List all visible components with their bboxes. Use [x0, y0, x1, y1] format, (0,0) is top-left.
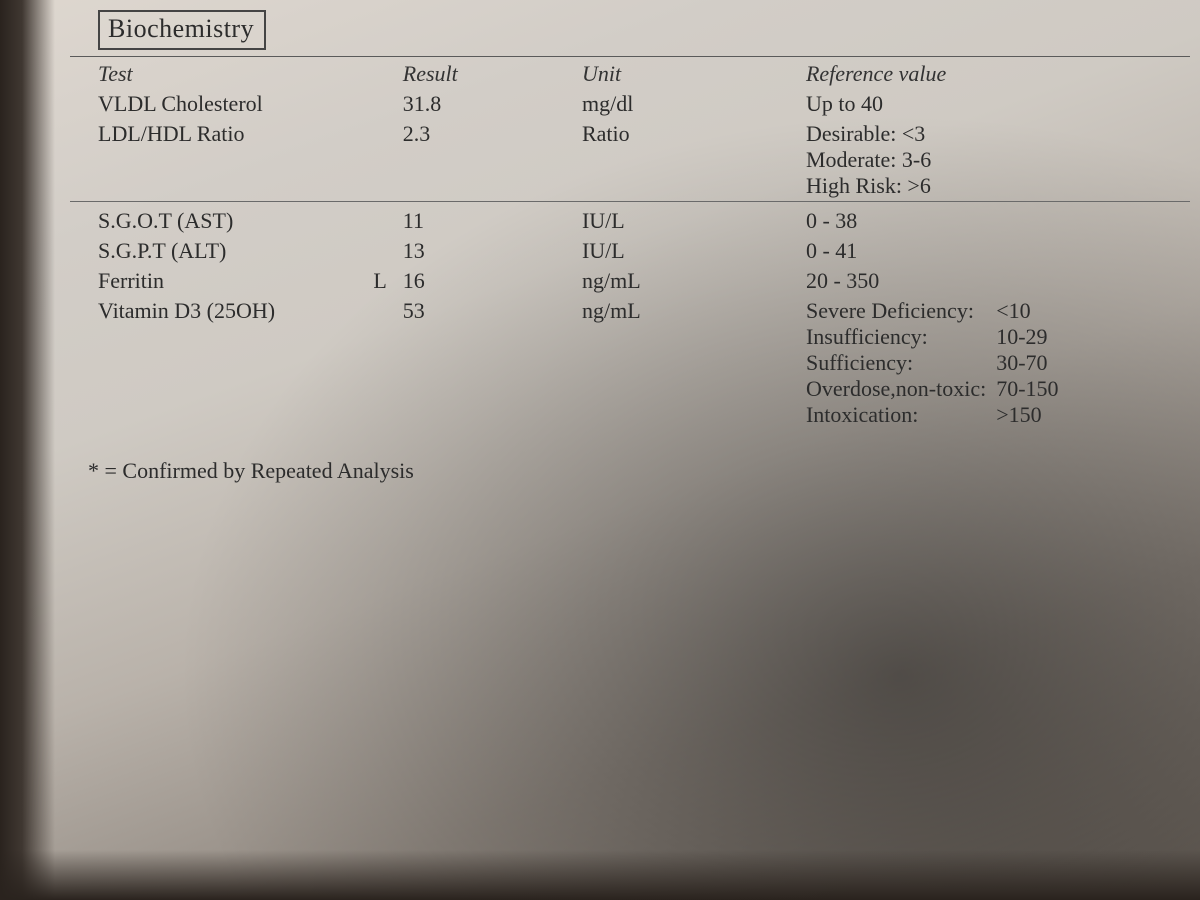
- reference-subrow: Intoxication:>150: [806, 402, 1069, 428]
- cell-flag: L: [361, 266, 395, 296]
- table-row: FerritinL16ng/mL20 - 350: [70, 266, 1190, 296]
- cell-test: S.G.P.T (ALT): [70, 236, 361, 266]
- col-header-flag: [361, 57, 395, 90]
- cell-test: Vitamin D3 (25OH): [70, 296, 361, 430]
- table-row: LDL/HDL Ratio 2.3RatioDesirable: <3 Moder…: [70, 119, 1190, 202]
- section-title: Biochemistry: [98, 10, 266, 50]
- cell-reference: Desirable: <3 Moderate: 3-6 High Risk: >…: [798, 119, 1190, 202]
- edge-shadow-left: [0, 0, 55, 900]
- reference-subrow: Insufficiency:10-29: [806, 324, 1069, 350]
- reference-value: 70-150: [996, 376, 1068, 402]
- cell-unit: ng/mL: [574, 296, 798, 430]
- reference-subrow: Overdose,non-toxic:70-150: [806, 376, 1069, 402]
- cell-flag: [361, 119, 395, 202]
- cell-test: S.G.O.T (AST): [70, 202, 361, 237]
- col-header-test: Test: [70, 57, 361, 90]
- col-header-unit: Unit: [574, 57, 798, 90]
- footnote: * = Confirmed by Repeated Analysis: [88, 458, 1190, 484]
- table-body: VLDL Cholesterol31.8mg/dlUp to 40LDL/HDL…: [70, 89, 1190, 430]
- reference-label: Sufficiency:: [806, 350, 996, 376]
- table-header-row: Test Result Unit Reference value: [70, 57, 1190, 90]
- reference-value: >150: [996, 402, 1068, 428]
- cell-flag: [361, 296, 395, 430]
- edge-shadow-bottom: [0, 850, 1200, 900]
- cell-result: 53: [395, 296, 574, 430]
- table-row: S.G.O.T (AST) 11IU/L0 - 38: [70, 202, 1190, 237]
- cell-unit: Ratio: [574, 119, 798, 202]
- cell-reference: Up to 40: [798, 89, 1190, 119]
- cell-result: 16: [395, 266, 574, 296]
- cell-test: LDL/HDL Ratio: [70, 119, 361, 202]
- cell-result: 31.8: [395, 89, 574, 119]
- lab-report-sheet: Biochemistry Test Result Unit Reference …: [70, 0, 1190, 484]
- reference-value: <10: [996, 298, 1068, 324]
- col-header-result: Result: [395, 57, 574, 90]
- cell-reference: Severe Deficiency:<10Insufficiency:10-29…: [798, 296, 1190, 430]
- cell-result: 11: [395, 202, 574, 237]
- cell-flag: [361, 202, 395, 237]
- reference-subrow: Sufficiency:30-70: [806, 350, 1069, 376]
- cell-test: VLDL Cholesterol: [70, 89, 361, 119]
- cell-flag: [361, 236, 395, 266]
- reference-label: Intoxication:: [806, 402, 996, 428]
- col-header-reference: Reference value: [798, 57, 1190, 90]
- cell-reference: 0 - 41: [798, 236, 1190, 266]
- cell-test: Ferritin: [70, 266, 361, 296]
- cell-unit: mg/dl: [574, 89, 798, 119]
- reference-subtable: Severe Deficiency:<10Insufficiency:10-29…: [806, 298, 1069, 428]
- reference-label: Overdose,non-toxic:: [806, 376, 996, 402]
- table-row: VLDL Cholesterol 31.8mg/dlUp to 40: [70, 89, 1190, 119]
- cell-flag: [361, 89, 395, 119]
- reference-label: Insufficiency:: [806, 324, 996, 350]
- reference-value: 10-29: [996, 324, 1068, 350]
- reference-value: 30-70: [996, 350, 1068, 376]
- biochemistry-table: Test Result Unit Reference value VLDL Ch…: [70, 56, 1190, 430]
- cell-reference: 0 - 38: [798, 202, 1190, 237]
- cell-unit: IU/L: [574, 202, 798, 237]
- table-row: S.G.P.T (ALT) 13IU/L0 - 41: [70, 236, 1190, 266]
- cell-unit: IU/L: [574, 236, 798, 266]
- cell-reference: 20 - 350: [798, 266, 1190, 296]
- cell-unit: ng/mL: [574, 266, 798, 296]
- reference-subrow: Severe Deficiency:<10: [806, 298, 1069, 324]
- cell-result: 13: [395, 236, 574, 266]
- table-row: Vitamin D3 (25OH)53ng/mLSevere Deficienc…: [70, 296, 1190, 430]
- cell-result: 2.3: [395, 119, 574, 202]
- reference-label: Severe Deficiency:: [806, 298, 996, 324]
